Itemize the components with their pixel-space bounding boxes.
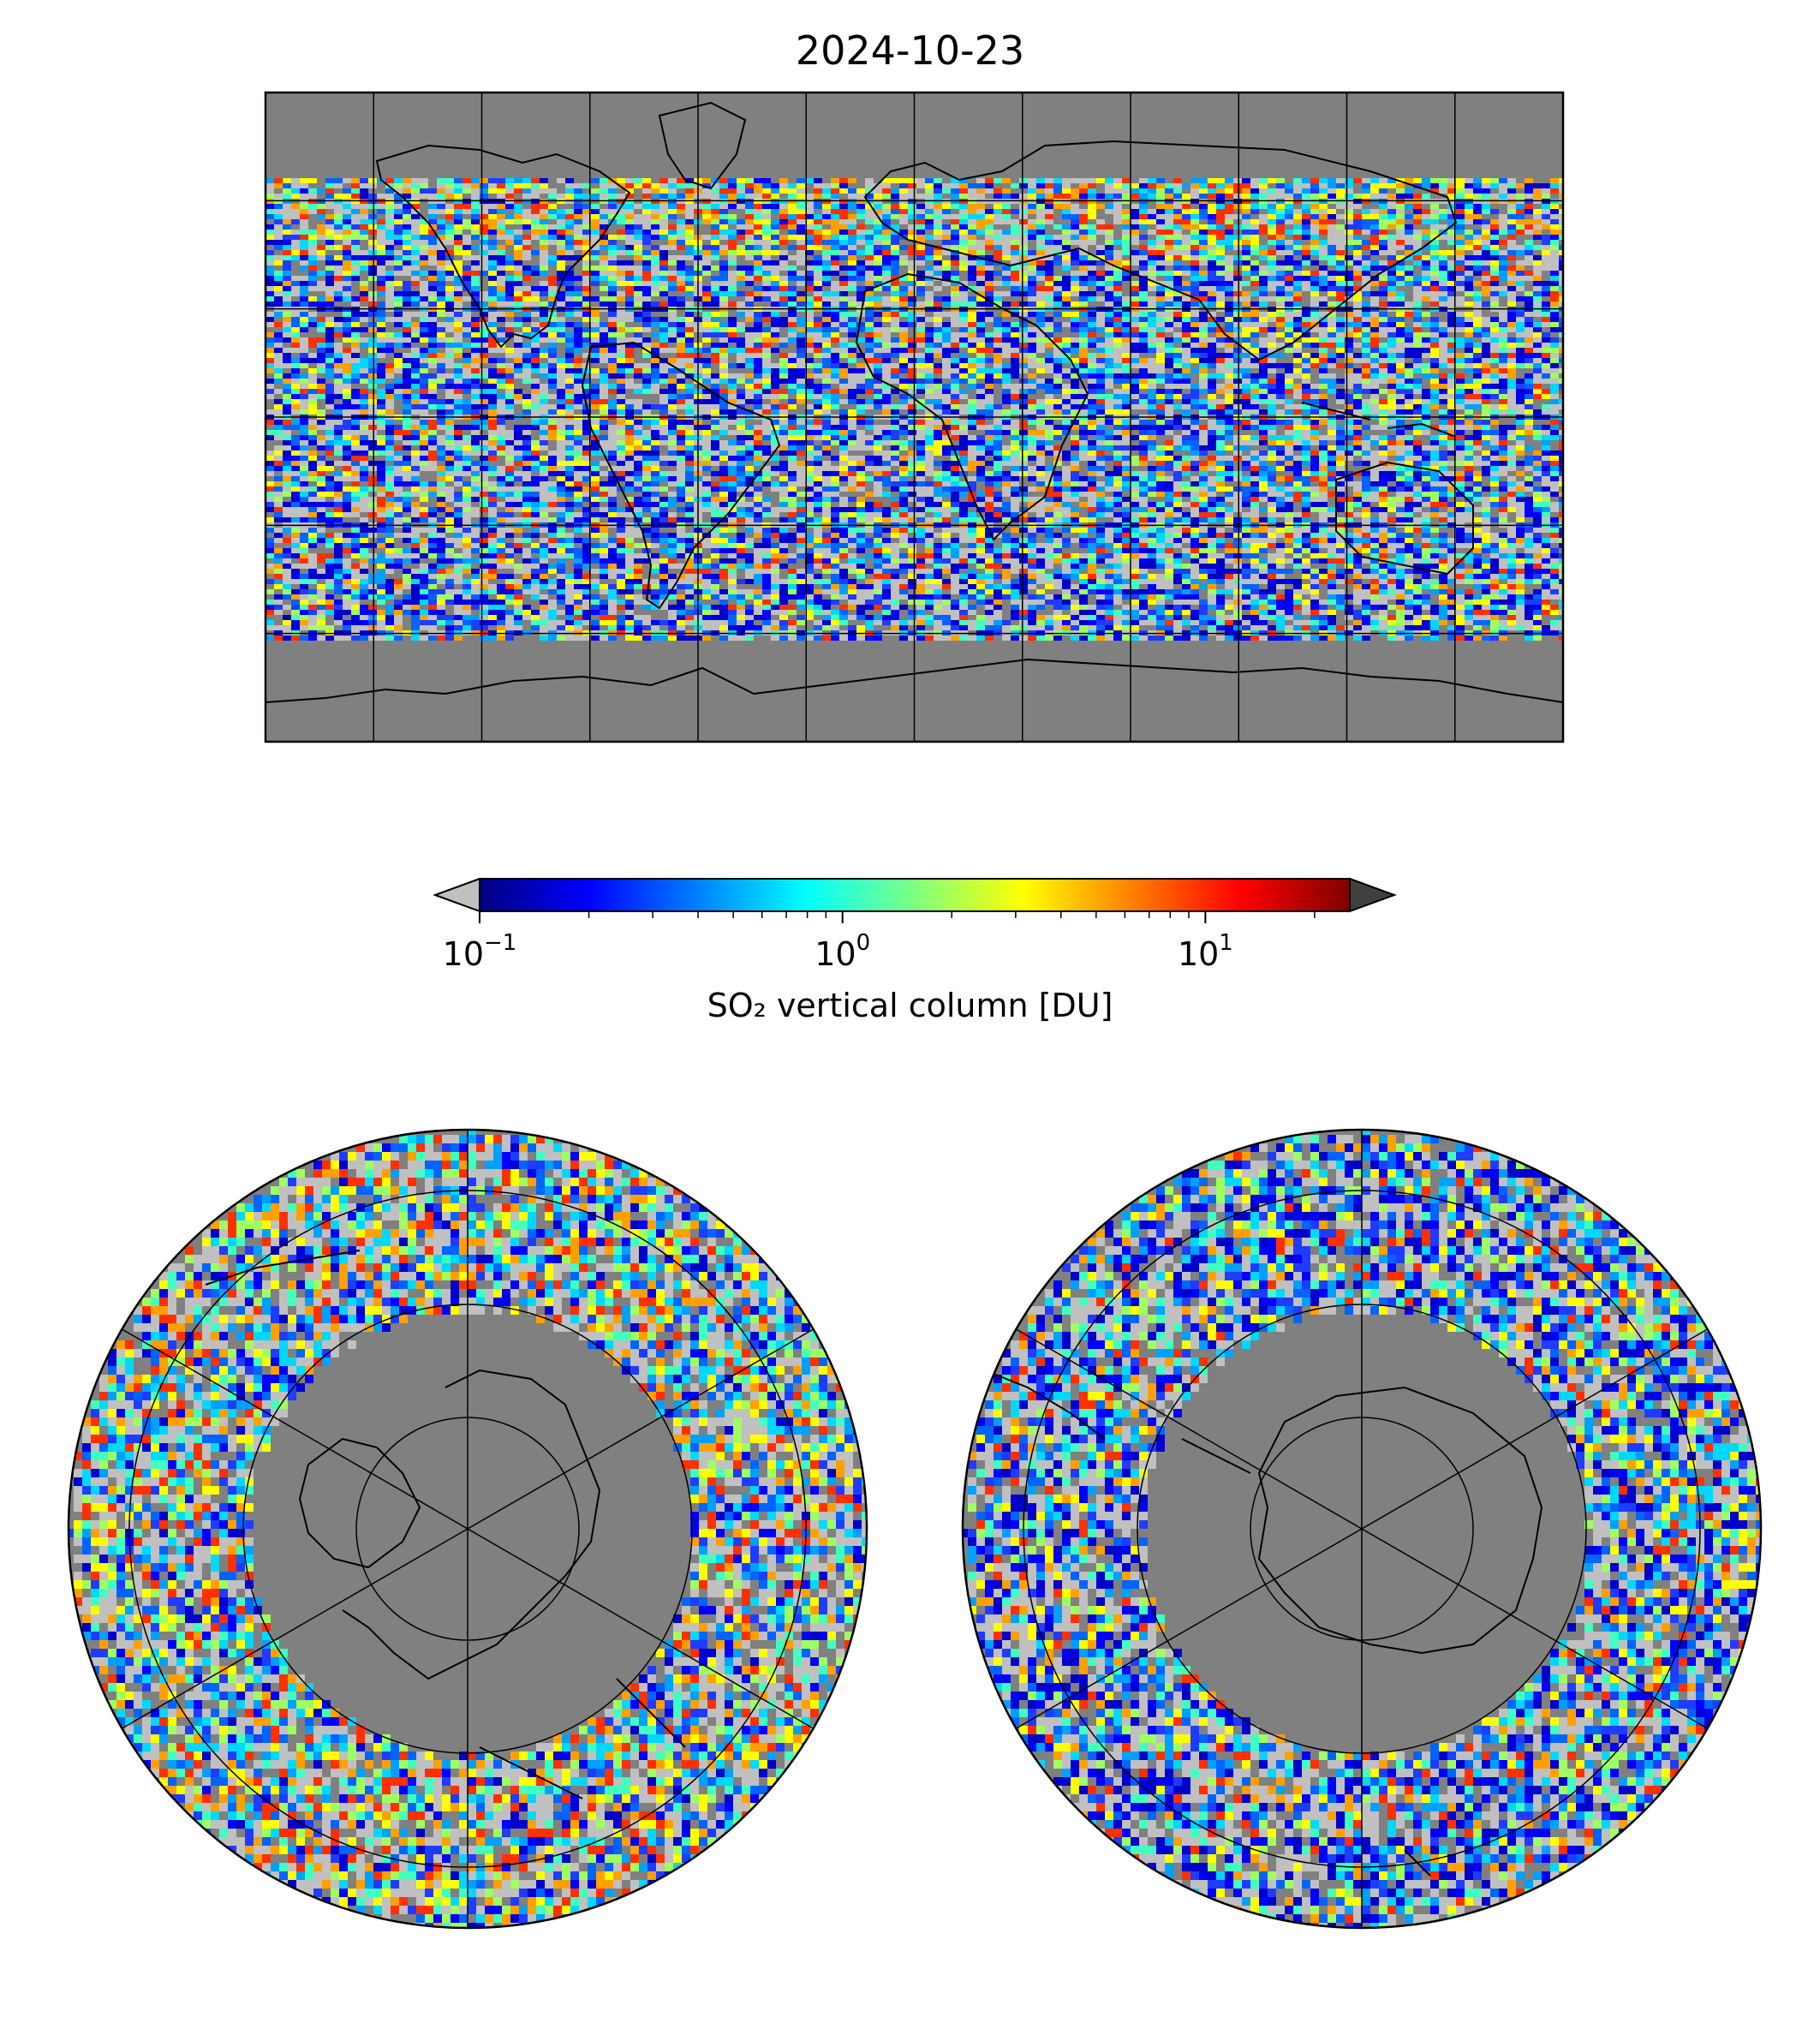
north-polar-gridlines: [122, 1130, 814, 1928]
colorbar-frame: [479, 878, 1351, 912]
south-polar-map: [961, 1128, 1763, 1930]
colorbar-ticks: [479, 911, 1316, 923]
colorbar-gradient: [480, 879, 1350, 911]
tick-base: 10: [443, 935, 484, 973]
global-map-frame: [264, 91, 1565, 743]
colorbar-under-extension: [433, 877, 480, 913]
colorbar-tick-label: 100: [815, 932, 870, 973]
colorbar: [433, 877, 1397, 923]
north-polar-map: [67, 1128, 868, 1930]
colorbar-tick-label: 10−1: [443, 932, 517, 973]
colorbar-over-extension: [1349, 877, 1397, 913]
south-polar-gridlines: [1016, 1130, 1708, 1928]
tick-base: 10: [815, 935, 856, 973]
tick-base: 10: [1178, 935, 1219, 973]
north-polar-coastlines: [205, 1250, 686, 1799]
north-polar-frame: [67, 1128, 868, 1930]
global-gridlines: [266, 92, 1563, 742]
tick-exponent: 1: [1219, 930, 1233, 956]
chart-title: 2024-10-23: [0, 27, 1820, 74]
tick-exponent: 0: [856, 930, 871, 956]
global-map: [264, 91, 1565, 743]
south-polar-frame: [961, 1128, 1763, 1930]
south-polar-so2-field: [963, 1130, 1761, 1928]
north-polar-so2-field: [69, 1130, 867, 1928]
colorbar-tick-label: 101: [1178, 932, 1233, 973]
colorbar-label: SO₂ vertical column [DU]: [0, 987, 1820, 1024]
tick-exponent: −1: [484, 930, 516, 956]
global-so2-field: [266, 178, 1563, 641]
